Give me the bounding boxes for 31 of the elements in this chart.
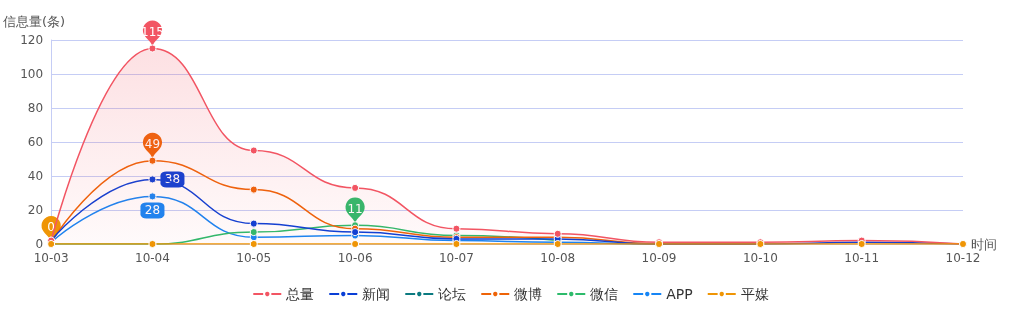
x-tick-label: 10-08: [540, 251, 576, 265]
legend-label: APP: [666, 286, 693, 302]
legend-label: 论坛: [438, 286, 467, 302]
x-tick-label: 10-07: [438, 251, 474, 265]
x-tick-label: 10-03: [33, 251, 69, 265]
y-tick-label: 100: [20, 67, 44, 81]
x-tick-label: 10-06: [337, 251, 373, 265]
x-tick-label: 10-09: [641, 251, 677, 265]
legend-label: 总量: [285, 286, 315, 302]
y-tick-label: 20: [27, 203, 44, 217]
legend-label: 微博: [514, 286, 543, 302]
data-label: 0: [47, 220, 55, 235]
y-axis-title: 信息量(条): [2, 14, 66, 29]
data-label: 49: [144, 136, 161, 151]
x-tick-label: 10-12: [945, 251, 981, 265]
data-label: 28: [144, 203, 161, 218]
y-tick-label: 0: [35, 237, 44, 251]
y-tick-label: 80: [27, 101, 44, 115]
x-tick-label: 10-05: [236, 251, 272, 265]
x-tick-label: 10-04: [135, 251, 170, 265]
y-tick-label: 120: [20, 33, 44, 47]
legend-label: 平媒: [740, 286, 769, 302]
data-label: 11: [347, 201, 363, 216]
data-label: 38: [164, 172, 181, 187]
y-tick-label: 60: [27, 135, 44, 149]
y-tick-label: 40: [27, 169, 44, 183]
legend-label: 微信: [590, 286, 619, 302]
x-axis-title: 时间: [971, 236, 997, 252]
x-tick-label: 10-10: [742, 251, 778, 265]
x-tick-label: 10-11: [844, 251, 880, 265]
legend-label: 新闻: [362, 286, 391, 302]
